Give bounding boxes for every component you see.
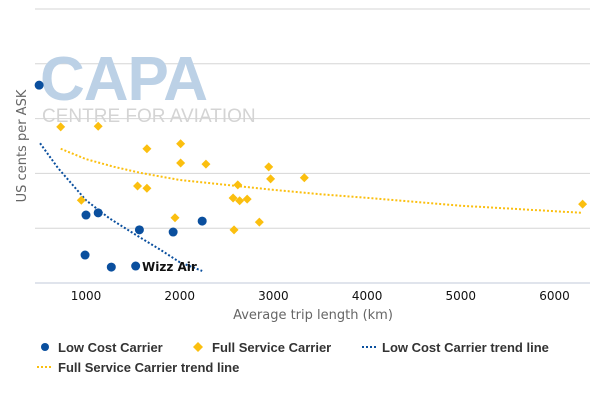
fsc-point[interactable] (170, 213, 180, 223)
fsc-trend-line (60, 147, 583, 214)
fsc-point[interactable] (176, 139, 186, 149)
fsc-point[interactable] (229, 225, 239, 235)
fsc-point[interactable] (176, 158, 186, 168)
watermark-subtitle: CENTRE FOR AVIATION (42, 106, 256, 127)
lcc-trend-line (39, 142, 203, 272)
watermark-logo: CAPA CENTRE FOR AVIATION (40, 45, 256, 127)
watermark-capa: CAPA (40, 45, 207, 114)
legend-fsc-label[interactable]: Full Service Carrier (212, 340, 331, 355)
fsc-point[interactable] (56, 122, 66, 132)
x-tick-label: 3000 (258, 289, 289, 303)
fsc-point[interactable] (228, 193, 238, 203)
fsc-point[interactable] (142, 183, 152, 193)
x-tick-label: 1000 (71, 289, 102, 303)
x-tick-label: 4000 (352, 289, 383, 303)
fsc-point[interactable] (254, 217, 264, 227)
x-axis-label: Average trip length (km) (233, 308, 393, 323)
fsc-point[interactable] (76, 195, 86, 205)
lcc-point[interactable] (106, 262, 116, 272)
fsc-point[interactable] (201, 159, 211, 169)
legend-lcc-label[interactable]: Low Cost Carrier (58, 340, 163, 355)
x-axis-ticks: 1000 2000 3000 4000 5000 6000 (71, 289, 570, 303)
legend-fsc-marker (193, 342, 203, 352)
fsc-point[interactable] (93, 121, 103, 131)
lcc-point[interactable] (134, 225, 144, 235)
fsc-point[interactable] (142, 144, 152, 154)
fsc-point[interactable] (578, 199, 588, 209)
annotation-wizz-air: Wizz Air (142, 260, 197, 274)
legend: Low Cost Carrier Full Service Carrier Lo… (37, 340, 549, 375)
fsc-point[interactable] (242, 194, 252, 204)
lcc-point[interactable] (197, 216, 207, 226)
fsc-point[interactable] (266, 174, 276, 184)
gridlines (35, 8, 590, 284)
lcc-point[interactable] (131, 261, 141, 271)
fsc-point[interactable] (299, 173, 309, 183)
x-tick-label: 5000 (446, 289, 477, 303)
x-tick-label: 6000 (539, 289, 570, 303)
lcc-point[interactable] (168, 227, 178, 237)
lcc-point[interactable] (80, 250, 90, 260)
fsc-point[interactable] (235, 196, 245, 206)
legend-lcc-marker (41, 343, 49, 351)
fsc-point[interactable] (133, 181, 143, 191)
lcc-point[interactable] (34, 80, 44, 90)
legend-fsc-trend-label[interactable]: Full Service Carrier trend line (58, 360, 239, 375)
fsc-point[interactable] (233, 180, 243, 190)
y-axis-label: US cents per ASK (15, 89, 30, 202)
lcc-point[interactable] (81, 210, 91, 220)
legend-lcc-trend-label[interactable]: Low Cost Carrier trend line (382, 340, 549, 355)
x-tick-label: 2000 (164, 289, 195, 303)
data-marks (34, 80, 588, 272)
lcc-point[interactable] (93, 208, 103, 218)
fsc-point[interactable] (264, 162, 274, 172)
